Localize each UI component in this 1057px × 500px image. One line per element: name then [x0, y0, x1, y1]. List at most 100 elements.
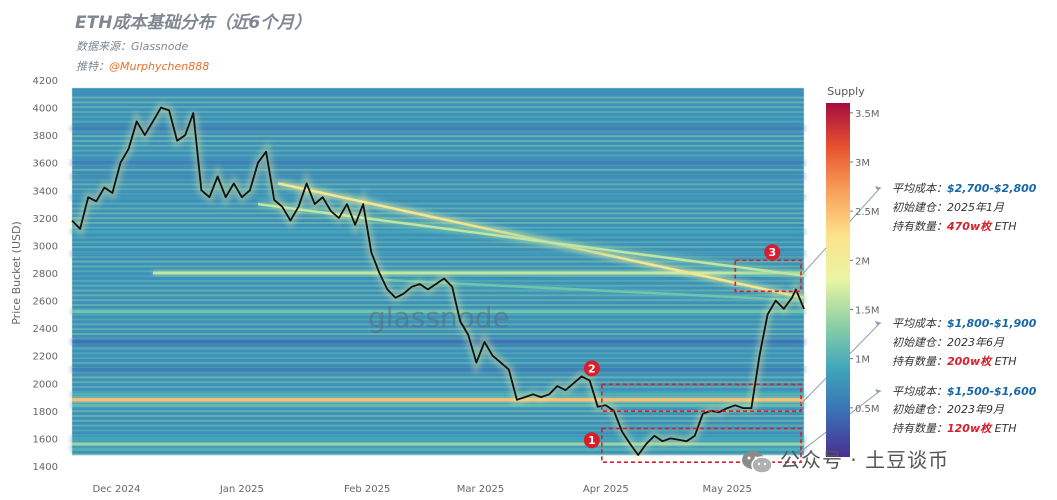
heatmap-texture-row [72, 337, 804, 340]
annotation-key: 平均成本： [892, 182, 947, 195]
heatmap-texture-row [72, 414, 804, 417]
y-tick-label: 4000 [33, 104, 58, 115]
y-tick-label: 3800 [33, 131, 58, 142]
y-tick-label: 2800 [33, 269, 58, 280]
heatmap-texture-row [72, 357, 804, 360]
annotation-2: 2 平均成本：$1,800-$1,900 初始建仓：2023年6月持有数量：200w… [583, 317, 1037, 413]
supply-band-core [72, 368, 804, 371]
supply-band [72, 396, 804, 403]
annotation-marker [764, 244, 781, 261]
heatmap-texture-row [72, 318, 804, 321]
heatmap-texture-row [72, 120, 804, 123]
annotation-key: 持有数量： [892, 220, 947, 233]
y-tick-label: 3600 [33, 159, 58, 170]
supply-band [72, 125, 804, 132]
supply-band [72, 402, 804, 409]
supply-band [72, 391, 804, 398]
y-tick-label: 4200 [33, 76, 58, 87]
heatmap-texture-row [72, 111, 804, 114]
colorbar-tick-label: 0.5M [855, 404, 880, 415]
colorbar-tick-label: 2M [855, 256, 870, 267]
supply-band [72, 173, 804, 180]
annotation-line: 初始建仓：2023年6月 [892, 336, 1005, 349]
annotation-box [601, 383, 802, 413]
annotation-key: 初始建仓： [892, 201, 947, 214]
supply-band-core [72, 392, 804, 396]
supply-band [72, 366, 804, 373]
x-tick-label: Jan 2025 [219, 484, 264, 495]
heatmap-texture-row [72, 154, 804, 157]
supply-band-core [72, 175, 804, 178]
y-tick-label: 3400 [33, 186, 58, 197]
colorbar-tick-label: 2.5M [855, 207, 880, 218]
annotation-suffix: ETH [991, 220, 1016, 233]
heatmap-texture-row [72, 328, 804, 331]
heatmap-texture-row [72, 188, 804, 191]
annotation-suffix: ETH [991, 355, 1016, 368]
wechat-icon [742, 450, 773, 474]
annotation-arrow-icon [875, 389, 882, 393]
heatmap-texture-row [72, 115, 804, 118]
supply-band-core [72, 442, 804, 446]
y-tick-label: 3000 [33, 241, 58, 252]
heatmap-texture-row [72, 246, 804, 249]
footer-watermark: 公众号 · 土豆谈币 [740, 444, 949, 475]
heatmap-texture-row [72, 106, 804, 109]
supply-band-core [72, 252, 804, 256]
colorbar-tick-label: 3M [855, 158, 870, 169]
heatmap-texture-row [72, 139, 804, 142]
heatmap-texture-row [72, 168, 804, 171]
supply-band [72, 159, 804, 166]
heatmap-texture-row [72, 221, 804, 224]
heatmap-texture-row [72, 381, 804, 384]
colorbar-tick-label: 3.5M [855, 109, 880, 120]
annotation-line: 持有数量：470w枚 ETH [892, 220, 1017, 233]
y-tick-label: 1400 [33, 462, 58, 473]
annotation-key: 平均成本： [892, 317, 947, 330]
x-tick-label: Feb 2025 [344, 484, 390, 495]
heatmap-texture-row [72, 299, 804, 302]
heatmap-texture-row [72, 376, 804, 379]
supply-band-core [72, 195, 804, 199]
heatmap-texture-row [72, 183, 804, 186]
annotation-line: 平均成本：$1,800-$1,900 [892, 317, 1037, 330]
annotation-marker [583, 432, 600, 449]
heatmap-texture-row [72, 429, 804, 432]
y-tick-label: 2000 [33, 379, 58, 390]
annotation-value: 200w枚 [947, 355, 993, 368]
annotation-value: 2023年6月 [947, 336, 1005, 349]
annotation-line: 平均成本：$2,700-$2,800 [892, 182, 1037, 195]
annotation-1: 1平均成本：$1,500-$1,600初始建仓：2023年9月持有数量：120w… [583, 385, 1037, 464]
y-axis-label: Price Bucket (USD) [10, 221, 23, 325]
annotation-box [601, 427, 802, 464]
supply-band-core [72, 126, 804, 130]
heatmap-texture-row [72, 371, 804, 374]
annotation-marker-label: 2 [588, 362, 596, 375]
heatmap-texture-row [72, 410, 804, 413]
supply-band-core [72, 398, 804, 402]
annotation-value: 470w枚 [946, 220, 993, 233]
heatmap-texture-row [72, 241, 804, 244]
annotation-arrow-icon [875, 186, 882, 190]
annotation-value: 2023年9月 [947, 403, 1005, 416]
colorbar-title: Supply [827, 85, 865, 98]
supply-band-core [72, 310, 804, 314]
heatmap-texture-row [72, 386, 804, 389]
supply-band [72, 194, 804, 201]
annotation-line: 持有数量：120w枚 ETH [892, 422, 1017, 435]
y-tick-label: 2400 [33, 324, 58, 335]
y-tick-label: 1800 [33, 407, 58, 418]
y-tick-label: 2200 [33, 352, 58, 363]
annotation-box [734, 259, 802, 293]
annotation-value: 120w枚 [947, 422, 993, 435]
annotation-line: 持有数量：200w枚 ETH [892, 355, 1017, 368]
heatmap-texture-row [72, 294, 804, 297]
heatmap-texture-row [72, 149, 804, 152]
supply-band-core [152, 271, 804, 275]
annotation-value: 2025年1月 [947, 201, 1005, 214]
annotation-marker-label: 1 [588, 434, 596, 447]
heatmap-texture-row [72, 323, 804, 326]
colorbar [826, 103, 850, 457]
twitter-handle: @Murphychen888 [109, 60, 210, 73]
